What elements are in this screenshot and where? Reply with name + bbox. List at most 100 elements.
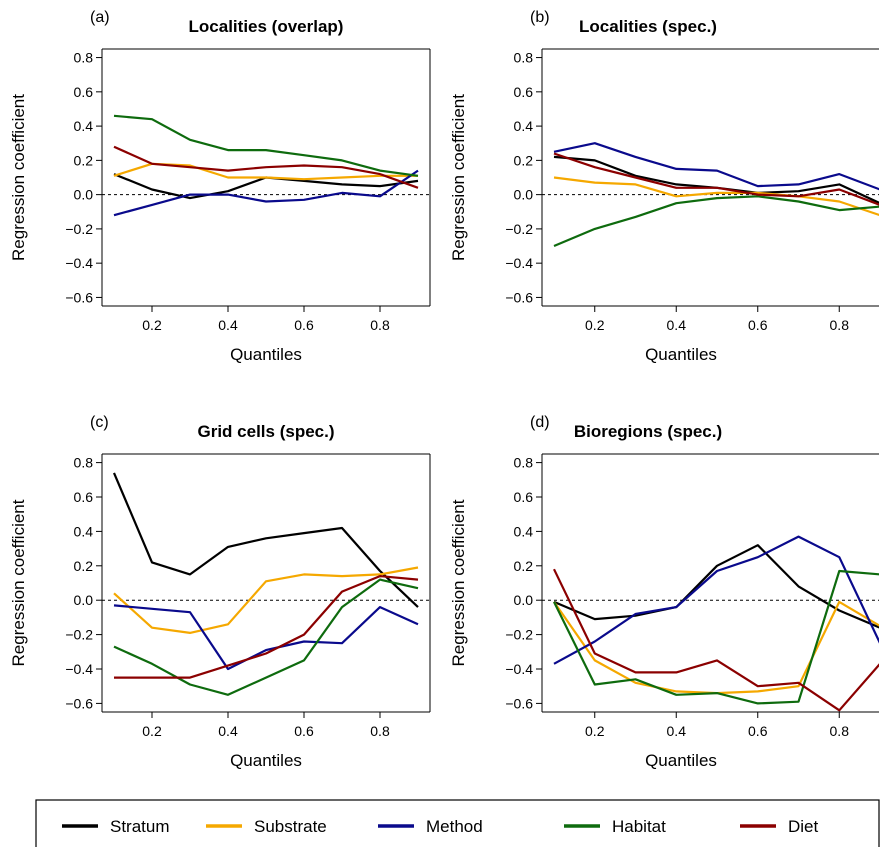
series-line-habitat [113, 114, 419, 177]
y-axis-title: Regression coefficient [449, 94, 468, 261]
x-axis-title: Quantiles [645, 345, 717, 364]
x-tick-label: 0.8 [370, 317, 390, 333]
y-tick-label: −0.4 [505, 661, 533, 677]
y-tick-label: 0.4 [74, 523, 94, 539]
series-line-habitat [553, 569, 879, 705]
x-tick-label: 0.8 [370, 723, 390, 739]
y-tick-label: −0.2 [505, 221, 533, 237]
x-tick-label: 0.4 [667, 723, 687, 739]
x-tick-label: 0.8 [830, 723, 850, 739]
y-tick-label: 0.8 [514, 50, 534, 66]
x-tick-label: 0.4 [667, 317, 687, 333]
x-tick-label: 0.6 [748, 317, 768, 333]
y-tick-label: 0.0 [514, 187, 534, 203]
x-axis-title: Quantiles [645, 751, 717, 770]
series-line-method [113, 169, 419, 217]
panel-title: Bioregions (spec.) [574, 422, 722, 441]
y-tick-label: 0.0 [74, 187, 94, 203]
legend-item-method: Method [378, 817, 483, 836]
y-tick-label: 0.6 [514, 84, 534, 100]
y-tick-label: −0.6 [65, 695, 93, 711]
y-tick-label: 0.6 [514, 489, 534, 505]
series-line-substrate [553, 600, 879, 695]
y-tick-label: −0.2 [65, 221, 93, 237]
panel-a: −0.6 −0.4 −0.2 0.0 0.2 0.4 0.6 0.8 0.2 0.4 0.6 0.8 L… [9, 9, 431, 364]
series-line-method [553, 535, 879, 665]
y-tick-label: 0.8 [74, 50, 94, 66]
y-tick-label: −0.4 [65, 255, 93, 271]
x-tick-label: 0.4 [218, 723, 238, 739]
x-tick-label: 0.2 [142, 317, 162, 333]
y-tick-label: 0.2 [74, 152, 94, 168]
legend-item-substrate: Substrate [206, 817, 327, 836]
y-tick-label: 0.8 [514, 455, 534, 471]
legend-label: Habitat [612, 817, 666, 836]
legend-label: Substrate [254, 817, 327, 836]
series-line-diet [553, 568, 879, 712]
y-tick-label: −0.4 [505, 255, 533, 271]
x-tick-label: 0.2 [585, 317, 605, 333]
series-line-habitat [553, 195, 879, 248]
legend-item-diet: Diet [740, 817, 819, 836]
legend-label: Diet [788, 817, 819, 836]
legend-label: Method [426, 817, 483, 836]
panel-title: Localities (overlap) [189, 17, 344, 36]
legend: Stratum Substrate Method Habitat Diet [35, 799, 880, 847]
panel-b: −0.6 −0.4 −0.2 0.0 0.2 0.4 0.6 0.8 0.2 0.4 0.6 0.8 L… [449, 9, 879, 364]
series-line-method [113, 604, 419, 671]
y-tick-label: 0.6 [74, 489, 94, 505]
panel-letter: (a) [90, 9, 110, 26]
series-line-diet [114, 574, 419, 679]
y-tick-label: 0.4 [514, 523, 534, 539]
y-tick-label: 0.4 [514, 118, 534, 134]
x-tick-label: 0.8 [830, 317, 850, 333]
x-tick-label: 0.2 [142, 723, 162, 739]
panel-title: Grid cells (spec.) [198, 422, 335, 441]
y-tick-label: 0.0 [74, 592, 94, 608]
x-tick-label: 0.6 [294, 317, 314, 333]
x-tick-label: 0.6 [748, 723, 768, 739]
x-tick-label: 0.6 [294, 723, 314, 739]
panels: −0.6 −0.4 −0.2 0.0 0.2 0.4 0.6 0.8 0.2 0.4 0.6 0.8 L… [9, 9, 879, 770]
series-line-diet [553, 152, 879, 206]
y-tick-label: 0.0 [514, 592, 534, 608]
x-tick-label: 0.4 [218, 317, 238, 333]
legend-item-stratum: Stratum [62, 817, 170, 836]
y-tick-label: −0.6 [505, 289, 533, 305]
x-axis-title: Quantiles [230, 345, 302, 364]
legend-label: Stratum [110, 817, 170, 836]
panel-letter: (d) [530, 414, 550, 431]
y-axis-title: Regression coefficient [9, 94, 28, 261]
y-tick-label: −0.6 [505, 695, 533, 711]
panel-title: Localities (spec.) [579, 17, 717, 36]
series-line-diet [113, 145, 419, 189]
series-line-substrate [553, 176, 879, 217]
y-tick-label: 0.2 [514, 152, 534, 168]
x-tick-label: 0.2 [585, 723, 605, 739]
legend-item-habitat: Habitat [564, 817, 666, 836]
y-tick-label: 0.2 [514, 558, 534, 574]
panel-letter: (c) [90, 414, 109, 431]
legend-box [35, 799, 880, 847]
series-line-stratum [553, 544, 879, 629]
y-tick-label: 0.6 [74, 84, 94, 100]
series-line-method [553, 142, 879, 191]
series-line-habitat [113, 578, 419, 696]
y-axis-title: Regression coefficient [449, 499, 468, 666]
panel-letter: (b) [530, 9, 550, 26]
y-tick-label: −0.4 [65, 661, 93, 677]
y-tick-label: −0.2 [65, 627, 93, 643]
y-tick-label: 0.8 [74, 455, 94, 471]
x-axis-title: Quantiles [230, 751, 302, 770]
series-line-stratum [112, 472, 419, 608]
y-tick-label: −0.6 [65, 289, 93, 305]
panel-c: −0.6 −0.4 −0.2 0.0 0.2 0.4 0.6 0.8 0.2 0.4 0.6 0.8 G… [9, 414, 431, 770]
y-tick-label: 0.2 [74, 558, 94, 574]
y-axis-title: Regression coefficient [9, 499, 28, 666]
y-tick-label: −0.2 [505, 627, 533, 643]
series-line-stratum [553, 155, 879, 204]
series-line-substrate [113, 566, 419, 635]
panel-d: −0.6 −0.4 −0.2 0.0 0.2 0.4 0.6 0.8 0.2 0.4 0.6 0.8 B… [449, 414, 879, 770]
y-tick-label: 0.4 [74, 118, 94, 134]
